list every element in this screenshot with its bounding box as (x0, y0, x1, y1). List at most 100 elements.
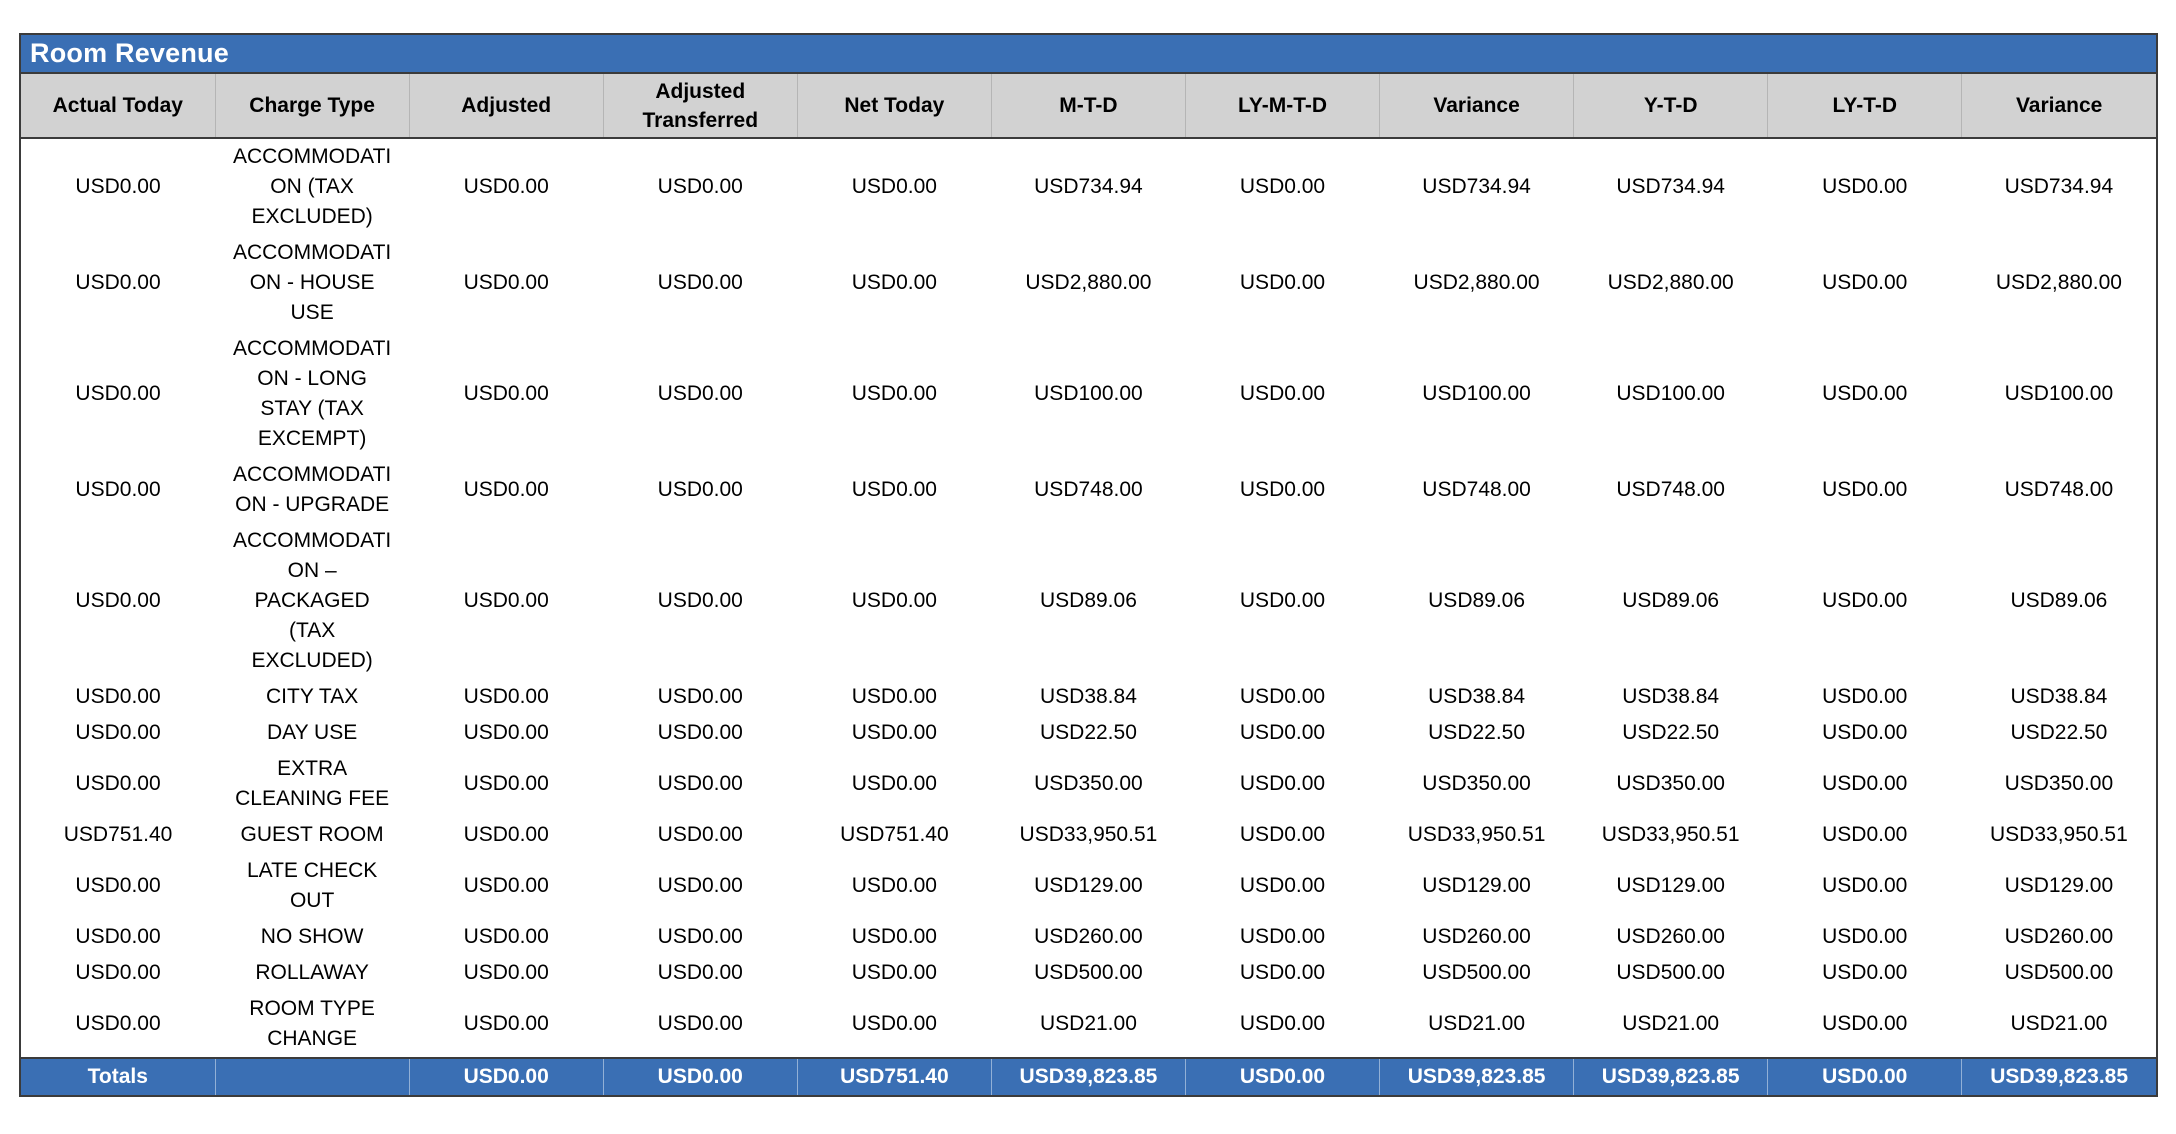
actual-today-cell: USD0.00 (21, 523, 216, 679)
ly-mtd-cell: USD0.00 (1185, 679, 1380, 715)
net-today-cell: USD0.00 (797, 955, 992, 991)
ytd-cell: USD260.00 (1573, 919, 1768, 955)
variance-mtd-cell: USD89.06 (1379, 523, 1574, 679)
variance-mtd-cell: USD22.50 (1379, 715, 1574, 751)
ly-mtd-cell: USD0.00 (1185, 853, 1380, 919)
mtd-cell: USD38.84 (991, 679, 1186, 715)
totals-label: Totals (21, 1057, 216, 1095)
ly-ytd-cell: USD0.00 (1767, 715, 1962, 751)
mtd-cell: USD2,880.00 (991, 235, 1186, 331)
ly-ytd-cell: USD0.00 (1767, 919, 1962, 955)
charge-type-cell: EXTRA CLEANING FEE (215, 751, 410, 817)
net-today-cell: USD0.00 (797, 235, 992, 331)
variance-ytd-cell: USD500.00 (1961, 955, 2156, 991)
ly-ytd-cell: USD0.00 (1767, 853, 1962, 919)
variance-ytd-cell: USD350.00 (1961, 751, 2156, 817)
adjusted-cell: USD0.00 (409, 331, 604, 457)
adjusted-cell: USD0.00 (409, 955, 604, 991)
adjusted-transferred-cell: USD0.00 (603, 991, 798, 1058)
column-header-ly-mtd: LY-M-T-D (1184, 74, 1380, 139)
adjusted-cell: USD0.00 (409, 715, 604, 751)
adjusted-transferred-cell: USD0.00 (603, 919, 798, 955)
ly-ytd-cell: USD0.00 (1767, 457, 1962, 523)
column-header-variance-mtd: Variance (1379, 74, 1574, 139)
charge-type-cell: ROLLAWAY (215, 955, 410, 991)
ly-ytd-cell: USD0.00 (1767, 955, 1962, 991)
actual-today-cell: USD0.00 (21, 235, 216, 331)
ytd-cell: USD33,950.51 (1573, 817, 1768, 853)
charge-type-cell: ACCOMMODATION - UPGRADE (215, 457, 410, 523)
ly-ytd-cell: USD0.00 (1767, 523, 1962, 679)
actual-today-cell: USD0.00 (21, 331, 216, 457)
ytd-cell: USD89.06 (1573, 523, 1768, 679)
table-footer: Totals USD0.00 USD0.00 USD751.40 USD39,8… (21, 1057, 2156, 1095)
variance-ytd-cell: USD260.00 (1961, 919, 2156, 955)
adjusted-cell: USD0.00 (409, 919, 604, 955)
net-today-cell: USD0.00 (797, 991, 992, 1058)
totals-cell: USD751.40 (796, 1057, 992, 1095)
charge-type-cell: CITY TAX (215, 679, 410, 715)
adjusted-cell: USD0.00 (409, 991, 604, 1058)
adjusted-transferred-cell: USD0.00 (603, 955, 798, 991)
ly-mtd-cell: USD0.00 (1185, 955, 1380, 991)
ytd-cell: USD2,880.00 (1573, 235, 1768, 331)
ytd-cell: USD350.00 (1573, 751, 1768, 817)
column-header-mtd: M-T-D (990, 74, 1186, 139)
net-today-cell: USD0.00 (797, 457, 992, 523)
net-today-cell: USD0.00 (797, 853, 992, 919)
actual-today-cell: USD0.00 (21, 715, 216, 751)
ytd-cell: USD22.50 (1573, 715, 1768, 751)
adjusted-cell: USD0.00 (409, 235, 604, 331)
column-header-ly-ytd: LY-T-D (1767, 74, 1962, 139)
variance-ytd-cell: USD2,880.00 (1961, 235, 2156, 331)
table-row: USD0.00 ACCOMMODATION (TAX EXCLUDED) USD… (21, 138, 2156, 235)
net-today-cell: USD0.00 (797, 715, 992, 751)
actual-today-cell: USD0.00 (21, 991, 216, 1058)
mtd-cell: USD89.06 (991, 523, 1186, 679)
variance-mtd-cell: USD260.00 (1379, 919, 1574, 955)
actual-today-cell: USD751.40 (21, 817, 216, 853)
table-row: USD0.00 EXTRA CLEANING FEE USD0.00 USD0.… (21, 751, 2156, 817)
adjusted-transferred-cell: USD0.00 (603, 817, 798, 853)
ly-mtd-cell: USD0.00 (1185, 715, 1380, 751)
column-header-variance-ytd: Variance (1961, 74, 2156, 139)
charge-type-cell: ACCOMMODATION (TAX EXCLUDED) (215, 138, 410, 235)
variance-mtd-cell: USD100.00 (1379, 331, 1574, 457)
column-header-charge-type: Charge Type (214, 74, 410, 139)
table-row: USD0.00 ACCOMMODATION - HOUSE USE USD0.0… (21, 235, 2156, 331)
variance-ytd-cell: USD33,950.51 (1961, 817, 2156, 853)
column-header-adjusted: Adjusted (408, 74, 604, 139)
actual-today-cell: USD0.00 (21, 919, 216, 955)
ly-mtd-cell: USD0.00 (1185, 817, 1380, 853)
variance-ytd-cell: USD748.00 (1961, 457, 2156, 523)
table-row: USD0.00 ROOM TYPE CHANGE USD0.00 USD0.00… (21, 991, 2156, 1058)
charge-type-cell: ROOM TYPE CHANGE (215, 991, 410, 1058)
variance-mtd-cell: USD2,880.00 (1379, 235, 1574, 331)
table-row: USD0.00 DAY USE USD0.00 USD0.00 USD0.00 … (21, 715, 2156, 751)
actual-today-cell: USD0.00 (21, 457, 216, 523)
charge-type-cell: ACCOMMODATION - LONG STAY (TAX EXCEMPT) (215, 331, 410, 457)
actual-today-cell: USD0.00 (21, 853, 216, 919)
ly-mtd-cell: USD0.00 (1185, 457, 1380, 523)
table-row: USD0.00 ROLLAWAY USD0.00 USD0.00 USD0.00… (21, 955, 2156, 991)
ly-mtd-cell: USD0.00 (1185, 331, 1380, 457)
ly-mtd-cell: USD0.00 (1185, 751, 1380, 817)
room-revenue-report: Room Revenue Actual Today Charge Type Ad… (19, 33, 2158, 1097)
report-title: Room Revenue (30, 38, 229, 68)
mtd-cell: USD22.50 (991, 715, 1186, 751)
table-row: USD0.00 CITY TAX USD0.00 USD0.00 USD0.00… (21, 679, 2156, 715)
charge-type-cell: LATE CHECK OUT (215, 853, 410, 919)
mtd-cell: USD734.94 (991, 138, 1186, 235)
adjusted-cell: USD0.00 (409, 853, 604, 919)
totals-row: Totals USD0.00 USD0.00 USD751.40 USD39,8… (21, 1057, 2156, 1095)
variance-ytd-cell: USD22.50 (1961, 715, 2156, 751)
mtd-cell: USD260.00 (991, 919, 1186, 955)
variance-mtd-cell: USD21.00 (1379, 991, 1574, 1058)
charge-type-cell: GUEST ROOM (215, 817, 410, 853)
adjusted-transferred-cell: USD0.00 (603, 457, 798, 523)
ly-ytd-cell: USD0.00 (1767, 331, 1962, 457)
adjusted-transferred-cell: USD0.00 (603, 523, 798, 679)
ly-ytd-cell: USD0.00 (1767, 751, 1962, 817)
ytd-cell: USD38.84 (1573, 679, 1768, 715)
totals-cell (214, 1057, 410, 1095)
